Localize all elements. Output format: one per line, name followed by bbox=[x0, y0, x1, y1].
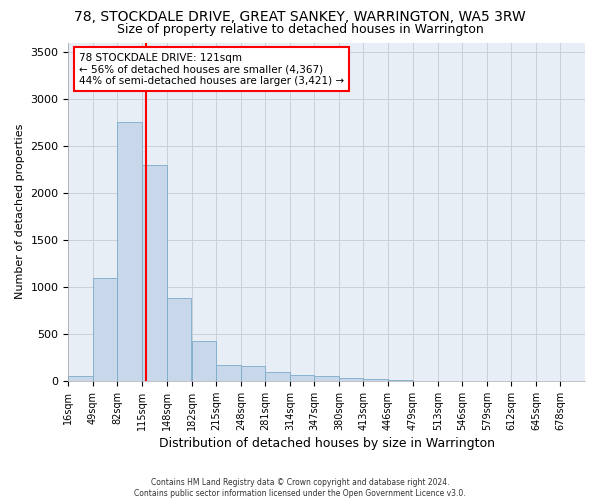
Bar bbox=[241, 366, 265, 381]
Text: Size of property relative to detached houses in Warrington: Size of property relative to detached ho… bbox=[116, 22, 484, 36]
Bar bbox=[265, 372, 290, 381]
Bar bbox=[314, 376, 339, 381]
Text: Contains HM Land Registry data © Crown copyright and database right 2024.
Contai: Contains HM Land Registry data © Crown c… bbox=[134, 478, 466, 498]
Text: 78 STOCKDALE DRIVE: 121sqm
← 56% of detached houses are smaller (4,367)
44% of s: 78 STOCKDALE DRIVE: 121sqm ← 56% of deta… bbox=[79, 52, 344, 86]
Bar bbox=[339, 378, 364, 381]
Bar bbox=[192, 340, 217, 381]
Y-axis label: Number of detached properties: Number of detached properties bbox=[15, 124, 25, 300]
Bar bbox=[364, 378, 388, 381]
Bar bbox=[290, 376, 314, 381]
Bar bbox=[167, 298, 191, 381]
Bar bbox=[217, 365, 241, 381]
Bar bbox=[68, 376, 93, 381]
X-axis label: Distribution of detached houses by size in Warrington: Distribution of detached houses by size … bbox=[159, 437, 495, 450]
Text: 78, STOCKDALE DRIVE, GREAT SANKEY, WARRINGTON, WA5 3RW: 78, STOCKDALE DRIVE, GREAT SANKEY, WARRI… bbox=[74, 10, 526, 24]
Bar bbox=[93, 278, 118, 381]
Bar bbox=[142, 164, 167, 381]
Bar bbox=[118, 122, 142, 381]
